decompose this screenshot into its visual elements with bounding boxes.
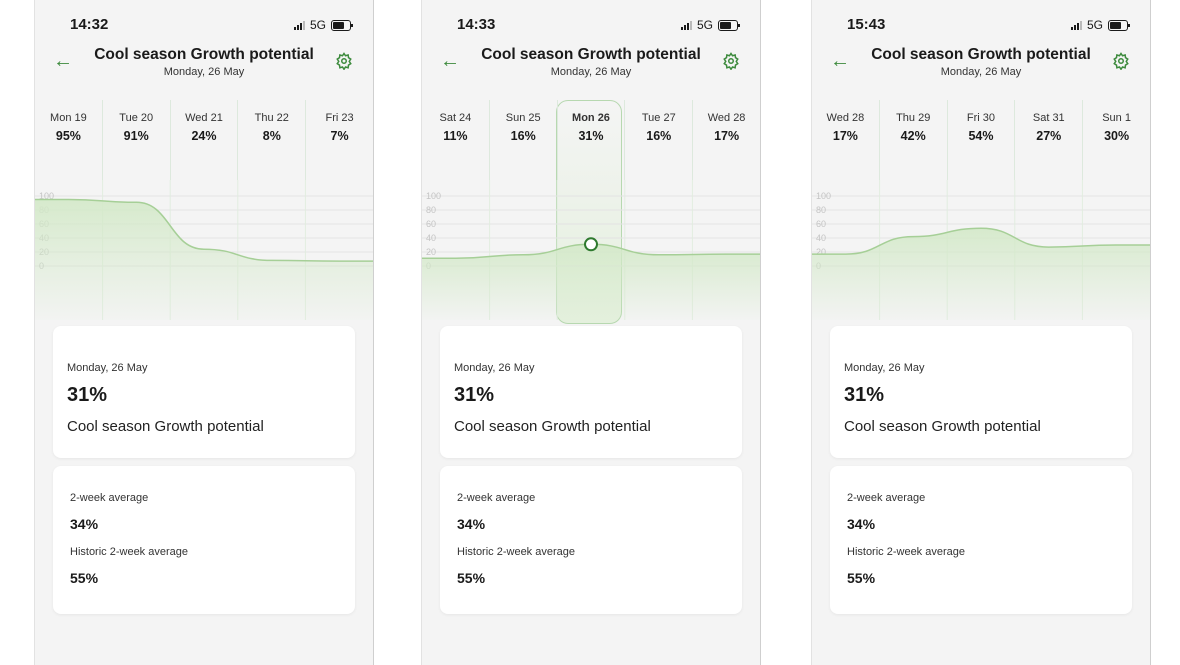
y-tick-label: 20 xyxy=(816,247,826,257)
card-value: 31% xyxy=(844,384,885,406)
network-label: 5G xyxy=(1086,18,1103,32)
y-tick-label: 100 xyxy=(816,191,831,201)
signal-icon xyxy=(293,20,305,30)
historic-average-label: Historic 2-week average xyxy=(847,546,965,558)
averages-card: 2-week average 34% Historic 2-week avera… xyxy=(830,466,1132,614)
status-bar: 14:33 5G xyxy=(422,16,760,36)
day-selector: Wed 28 17% Thu 29 42% Fri 30 54% Sat 31 27% … xyxy=(812,100,1150,180)
y-tick-label: 80 xyxy=(816,205,826,215)
card-value: 31% xyxy=(454,384,495,406)
signal-icon xyxy=(680,20,692,30)
page-subtitle: Monday, 26 May xyxy=(163,66,245,78)
back-arrow-icon[interactable]: ← xyxy=(830,50,850,72)
day-column-selected[interactable]: Mon 26 31% xyxy=(558,100,626,180)
selected-day-card: Monday, 26 May 31% Cool season Growth po… xyxy=(440,326,742,458)
battery-icon xyxy=(1108,19,1130,31)
series-line xyxy=(35,198,373,262)
header: ← Cool season Growth potential Monday, 2… xyxy=(812,44,1150,84)
card-date: Monday, 26 May xyxy=(454,362,535,374)
day-selector: Sat 24 11% Sun 25 16% Mon 26 31% Tue 27 16% … xyxy=(422,100,760,180)
header: ← Cool season Growth potential Monday, 2… xyxy=(422,44,760,84)
y-tick-label: 60 xyxy=(426,219,436,229)
series-area xyxy=(35,199,373,320)
day-column[interactable]: Wed 28 17% xyxy=(812,100,880,180)
status-time: 15:43 xyxy=(847,16,886,33)
phone-screen-3: 15:43 5G ← Cool season Growth potential … xyxy=(811,0,1151,665)
historic-average-label: Historic 2-week average xyxy=(457,546,575,558)
averages-card: 2-week average 34% Historic 2-week avera… xyxy=(440,466,742,614)
two-week-average-value: 34% xyxy=(457,516,486,532)
y-tick-label: 80 xyxy=(426,205,436,215)
card-date: Monday, 26 May xyxy=(844,362,925,374)
day-column[interactable]: Mon 19 95% xyxy=(35,100,103,180)
growth-chart[interactable]: 100806040200 xyxy=(812,180,1150,320)
page-title: Cool season Growth potential xyxy=(871,46,1091,63)
two-week-average-value: 34% xyxy=(847,516,876,532)
selected-day-card: Monday, 26 May 31% Cool season Growth po… xyxy=(53,326,355,458)
day-column[interactable]: Thu 22 8% xyxy=(238,100,307,180)
y-tick-label: 60 xyxy=(816,219,826,229)
two-week-average-label: 2-week average xyxy=(70,492,149,504)
day-column[interactable]: Sat 31 27% xyxy=(1015,100,1084,180)
y-tick-label: 40 xyxy=(816,233,826,243)
two-week-average-value: 34% xyxy=(70,516,99,532)
phone-screen-2: 14:33 5G ← Cool season Growth potential … xyxy=(421,0,761,665)
series-area xyxy=(812,228,1150,320)
historic-average-value: 55% xyxy=(70,570,99,586)
historic-average-value: 55% xyxy=(847,570,876,586)
averages-card: 2-week average 34% Historic 2-week avera… xyxy=(53,466,355,614)
day-column[interactable]: Tue 27 16% xyxy=(625,100,694,180)
day-column[interactable]: Sun 25 16% xyxy=(490,100,558,180)
two-week-average-label: 2-week average xyxy=(457,492,536,504)
back-arrow-icon[interactable]: ← xyxy=(440,50,460,72)
day-selector: Mon 19 95% Tue 20 91% Wed 21 24% Thu 22 8% F… xyxy=(35,100,373,180)
card-date: Monday, 26 May xyxy=(67,362,148,374)
two-week-average-label: 2-week average xyxy=(847,492,926,504)
series-area xyxy=(422,244,760,320)
growth-chart[interactable]: 100806040200 xyxy=(35,180,373,320)
status-bar: 15:43 5G xyxy=(812,16,1150,36)
page-subtitle: Monday, 26 May xyxy=(550,66,632,78)
day-column[interactable]: Tue 20 91% xyxy=(103,100,171,180)
y-tick-label: 40 xyxy=(426,233,436,243)
gear-icon[interactable] xyxy=(722,52,740,70)
y-tick-label: 100 xyxy=(426,191,441,201)
network-label: 5G xyxy=(696,18,713,32)
day-column[interactable]: Fri 23 7% xyxy=(325,112,354,143)
phone-screen-1: 14:32 5G ← Cool season Growth potential … xyxy=(34,0,374,665)
status-time: 14:33 xyxy=(457,16,496,33)
y-tick-label: 20 xyxy=(426,247,436,257)
day-column[interactable]: Wed 21 24% xyxy=(171,100,239,180)
gear-icon[interactable] xyxy=(335,52,353,70)
selected-point-marker xyxy=(584,237,598,252)
card-value: 31% xyxy=(67,384,108,406)
battery-icon xyxy=(718,19,740,31)
page-subtitle: Monday, 26 May xyxy=(940,66,1022,78)
day-column[interactable]: Sat 24 11% xyxy=(422,100,490,180)
card-label: Cool season Growth potential xyxy=(454,418,651,435)
page-title: Cool season Growth potential xyxy=(481,46,701,63)
signal-icon xyxy=(1070,20,1082,30)
card-label: Cool season Growth potential xyxy=(67,418,264,435)
card-label: Cool season Growth potential xyxy=(844,418,1041,435)
day-column[interactable]: Fri 30 54% xyxy=(948,100,1016,180)
header: ← Cool season Growth potential Monday, 2… xyxy=(35,44,373,84)
gear-icon[interactable] xyxy=(1112,52,1130,70)
status-bar: 14:32 5G xyxy=(35,16,373,36)
day-column[interactable]: Sun 1 30% xyxy=(1102,112,1131,143)
historic-average-label: Historic 2-week average xyxy=(70,546,188,558)
selected-day-card: Monday, 26 May 31% Cool season Growth po… xyxy=(830,326,1132,458)
back-arrow-icon[interactable]: ← xyxy=(53,50,73,72)
battery-icon xyxy=(331,19,353,31)
day-column[interactable]: Wed 28 17% xyxy=(707,112,746,143)
historic-average-value: 55% xyxy=(457,570,486,586)
page-title: Cool season Growth potential xyxy=(94,46,314,63)
network-label: 5G xyxy=(309,18,326,32)
status-time: 14:32 xyxy=(70,16,109,33)
y-tick-label: 100 xyxy=(39,191,54,201)
growth-chart[interactable]: 100806040200 xyxy=(422,180,760,320)
day-column[interactable]: Thu 29 42% xyxy=(880,100,948,180)
